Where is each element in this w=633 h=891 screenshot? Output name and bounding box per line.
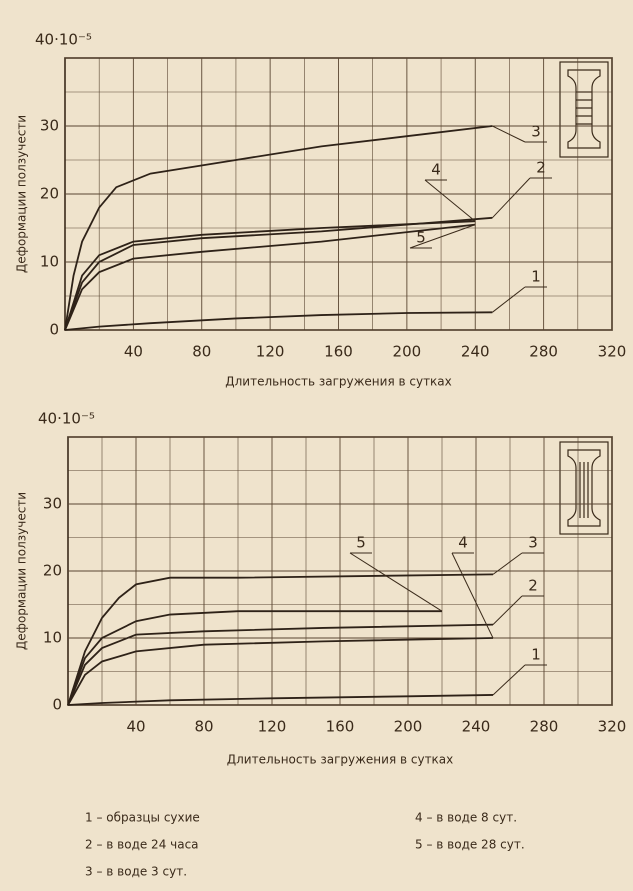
series-label: 5 — [416, 229, 426, 247]
series-label: 3 — [528, 534, 538, 552]
charts: 40 80 120 160 200 240 280 320010203040·10⁻⁵Длит… — [15, 31, 627, 879]
x-tick-label: 320 — [598, 343, 627, 361]
x-tick-label: 280 — [530, 718, 559, 736]
chart: 40 80 120 160 200 240 280 320 0 10 20 30 40·10⁻⁵ Длит… — [15, 31, 627, 389]
specimen-icon-2 — [559, 441, 609, 535]
leader-line — [492, 286, 526, 313]
curve — [64, 223, 476, 331]
y-tick-label: 30 — [40, 117, 59, 135]
legend-item: 4 – в воде 8 сут. — [415, 811, 517, 825]
curve — [67, 573, 494, 706]
leader-line — [349, 552, 443, 612]
leader-line — [492, 125, 526, 143]
series-label: 5 — [356, 534, 366, 552]
curve — [64, 125, 493, 331]
x-tick-label: 80 — [194, 718, 213, 736]
leader-line — [491, 177, 531, 219]
x-tick-label: 240 — [462, 718, 491, 736]
y-tick-label: 10 — [43, 629, 62, 647]
leader-line — [492, 552, 523, 575]
x-tick-label: 320 — [598, 718, 627, 736]
x-tick-label: 120 — [256, 343, 285, 361]
legend-item: 1 – образцы сухие — [85, 811, 200, 825]
curve — [64, 220, 476, 331]
x-tick-label: 200 — [393, 343, 422, 361]
y-axis-label: Деформации ползучести — [15, 492, 29, 650]
specimen-icon-1 — [559, 61, 609, 158]
curve — [67, 694, 494, 706]
x-tick-label: 40 — [126, 718, 145, 736]
leader-line — [409, 224, 476, 249]
series-label: 3 — [531, 123, 541, 141]
curve — [67, 610, 442, 706]
y-tick-label: 20 — [43, 562, 62, 580]
y-tick-label: 0 — [49, 321, 59, 339]
leader-line — [492, 664, 526, 696]
leader-line — [424, 179, 476, 222]
series-label: 2 — [528, 577, 538, 595]
series-label: 4 — [458, 534, 468, 552]
y-tick-label: 0 — [52, 696, 62, 714]
legend-item: 2 – в воде 24 часа — [85, 838, 199, 852]
y-tick-label: 30 — [43, 495, 62, 513]
series-label: 1 — [531, 646, 541, 664]
y-tick-label: 40·10⁻⁵ — [38, 410, 95, 428]
x-tick-label: 120 — [258, 718, 287, 736]
x-tick-label: 200 — [394, 718, 423, 736]
y-axis-label: Деформации ползучести — [15, 115, 29, 273]
x-tick-label: 240 — [461, 343, 490, 361]
x-tick-label: 160 — [324, 343, 353, 361]
leader-line — [492, 595, 523, 625]
leader-line — [451, 552, 494, 639]
curve — [64, 311, 493, 331]
x-axis-label: Длительность загружения в сутках — [227, 753, 454, 767]
y-tick-label: 40·10⁻⁵ — [35, 31, 92, 49]
x-tick-label: 80 — [192, 343, 211, 361]
series-label: 1 — [531, 268, 541, 286]
x-axis-label: Длительность загружения в сутках — [225, 375, 452, 389]
curve — [67, 623, 494, 706]
legend-item: 5 – в воде 28 сут. — [415, 838, 525, 852]
x-tick-label: 280 — [529, 343, 558, 361]
chart: 40 80 120 160 200 240 280 320 0 10 20 30 40·10⁻⁵ Длит… — [15, 410, 627, 767]
y-tick-label: 20 — [40, 185, 59, 203]
y-tick-label: 10 — [40, 253, 59, 271]
series-label: 4 — [431, 161, 441, 179]
legend-item: 3 – в воде 3 сут. — [85, 865, 187, 879]
series-label: 2 — [536, 159, 546, 177]
curve — [67, 637, 494, 706]
x-tick-label: 40 — [124, 343, 143, 361]
x-tick-label: 160 — [326, 718, 355, 736]
